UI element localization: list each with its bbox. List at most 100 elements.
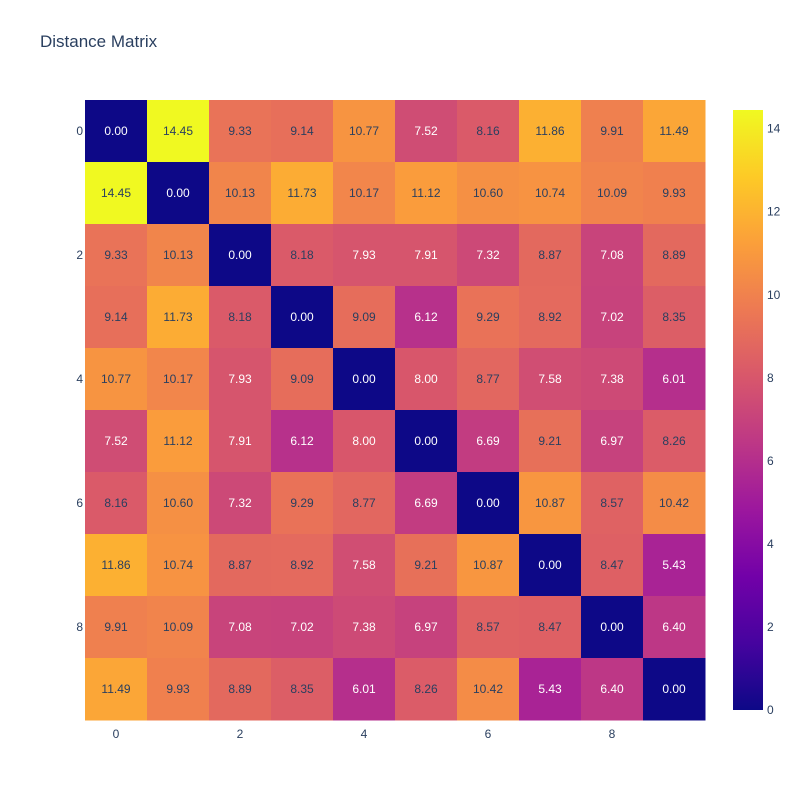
cell-value-label: 11.49 <box>101 682 130 696</box>
cell-value-label: 0.00 <box>600 620 624 634</box>
cell-value-label: 6.12 <box>290 434 314 448</box>
heatmap-cell <box>147 472 210 535</box>
cell-value-label: 7.58 <box>352 558 376 572</box>
heatmap-cell <box>147 224 210 287</box>
heatmap-cell <box>457 224 520 287</box>
heatmap-cell <box>643 348 706 411</box>
heatmap-cell <box>147 286 210 349</box>
heatmap-cell <box>395 472 458 535</box>
cell-value-label: 14.45 <box>163 124 193 138</box>
cell-value-label: 9.21 <box>538 434 562 448</box>
heatmap-cell <box>643 100 706 163</box>
heatmap-cell <box>333 658 396 721</box>
heatmap-cell <box>271 534 334 597</box>
cell-value-label: 10.74 <box>535 186 565 200</box>
cell-value-label: 0.00 <box>662 682 686 696</box>
cell-value-label: 0.00 <box>538 558 562 572</box>
cell-value-label: 11.49 <box>659 124 688 138</box>
cell-value-label: 6.97 <box>600 434 624 448</box>
cell-value-label: 8.16 <box>476 124 500 138</box>
heatmap-cell <box>147 410 210 473</box>
cell-value-label: 10.74 <box>163 558 193 572</box>
cell-value-label: 0.00 <box>352 372 376 386</box>
heatmap-cell <box>581 410 644 473</box>
heatmap-cell <box>147 348 210 411</box>
heatmap-cell <box>581 658 644 721</box>
cell-value-label: 10.60 <box>473 186 503 200</box>
cell-value-label: 8.92 <box>290 558 314 572</box>
heatmap-cell <box>271 472 334 535</box>
cell-value-label: 6.69 <box>414 496 438 510</box>
cell-value-label: 8.47 <box>600 558 624 572</box>
heatmap-cell <box>85 348 148 411</box>
cell-value-label: 5.43 <box>662 558 686 572</box>
heatmap-cell <box>457 658 520 721</box>
heatmap-cell <box>147 100 210 163</box>
cell-value-label: 8.00 <box>414 372 438 386</box>
cell-value-label: 0.00 <box>414 434 438 448</box>
heatmap-cell <box>457 472 520 535</box>
heatmap-cell <box>395 348 458 411</box>
heatmap-cell <box>643 162 706 225</box>
heatmap-cells: 0.00 14.45 9.33 9.14 10.77 7.52 8.16 11.86 9.91 1… <box>85 100 706 721</box>
heatmap-cell <box>209 596 272 659</box>
colorbar-tick-label: 2 <box>767 620 774 634</box>
cell-value-label: 9.09 <box>352 310 376 324</box>
heatmap-cell <box>581 472 644 535</box>
heatmap-cell <box>209 534 272 597</box>
cell-value-label: 10.87 <box>473 558 503 572</box>
heatmap-cell <box>85 100 148 163</box>
heatmap-cell <box>395 286 458 349</box>
heatmap-cell <box>271 348 334 411</box>
heatmap-cell <box>519 472 582 535</box>
cell-value-label: 8.89 <box>228 682 252 696</box>
cell-value-label: 7.02 <box>290 620 314 634</box>
colorbar-tick-label: 14 <box>767 122 781 136</box>
heatmap-cell <box>333 100 396 163</box>
cell-value-label: 10.17 <box>163 372 193 386</box>
heatmap-cell <box>643 596 706 659</box>
heatmap-cell <box>395 162 458 225</box>
cell-value-label: 8.00 <box>352 434 376 448</box>
heatmap-cell <box>271 100 334 163</box>
cell-value-label: 9.93 <box>662 186 686 200</box>
heatmap-cell <box>519 286 582 349</box>
cell-value-label: 8.57 <box>600 496 624 510</box>
cell-value-label: 6.40 <box>662 620 686 634</box>
heatmap-cell <box>85 596 148 659</box>
cell-value-label: 10.09 <box>597 186 627 200</box>
cell-value-label: 0.00 <box>166 186 190 200</box>
y-tick-label: 2 <box>76 248 83 262</box>
heatmap-cell <box>147 534 210 597</box>
y-tick-label: 6 <box>76 496 83 510</box>
heatmap-cell <box>643 224 706 287</box>
cell-value-label: 7.91 <box>228 434 252 448</box>
heatmap-cell <box>333 410 396 473</box>
colorbar-tick-label: 0 <box>767 703 774 717</box>
cell-value-label: 8.57 <box>476 620 500 634</box>
heatmap-cell <box>519 162 582 225</box>
cell-value-label: 10.87 <box>535 496 565 510</box>
colorbar-tick-label: 8 <box>767 371 774 385</box>
cell-value-label: 11.86 <box>101 558 130 572</box>
cell-value-label: 7.91 <box>414 248 438 262</box>
cell-value-label: 9.91 <box>600 124 624 138</box>
cell-value-label: 10.09 <box>163 620 193 634</box>
cell-value-label: 8.89 <box>662 248 686 262</box>
y-tick-label: 8 <box>76 620 83 634</box>
heatmap-cell <box>643 658 706 721</box>
heatmap-cell <box>333 286 396 349</box>
cell-value-label: 9.33 <box>104 248 128 262</box>
x-tick-label: 0 <box>113 727 120 741</box>
heatmap-cell <box>333 472 396 535</box>
heatmap-cell <box>271 596 334 659</box>
cell-value-label: 9.29 <box>290 496 314 510</box>
heatmap-cell <box>395 658 458 721</box>
heatmap-cell <box>519 348 582 411</box>
cell-value-label: 7.52 <box>104 434 128 448</box>
heatmap-cell <box>85 224 148 287</box>
cell-value-label: 7.93 <box>228 372 252 386</box>
cell-value-label: 9.14 <box>290 124 314 138</box>
heatmap-cell <box>333 534 396 597</box>
